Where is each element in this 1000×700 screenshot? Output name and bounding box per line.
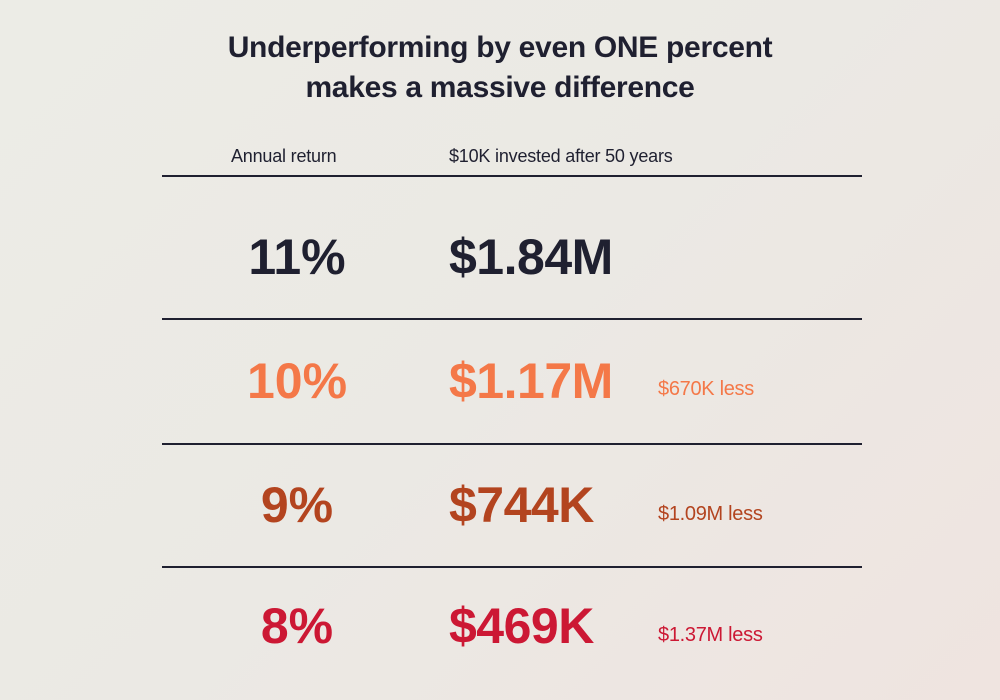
rate: 10% bbox=[246, 353, 348, 409]
rate: 11% bbox=[248, 229, 346, 285]
rate: 9% bbox=[260, 477, 334, 533]
difference: $1.37M less bbox=[658, 624, 763, 646]
rate: 8% bbox=[260, 598, 334, 654]
title-line-1: Underperforming by even ONE percent bbox=[227, 31, 773, 64]
header-divider bbox=[162, 175, 862, 177]
row-divider bbox=[162, 318, 862, 320]
header-annual-return: Annual return bbox=[231, 146, 337, 166]
amount: $1.84M bbox=[449, 229, 613, 285]
difference: $1.09M less bbox=[658, 503, 763, 525]
amount: $469K bbox=[449, 598, 594, 654]
header-invested: $10K invested after 50 years bbox=[449, 146, 673, 166]
amount: $744K bbox=[449, 477, 594, 533]
title-line-2: makes a massive difference bbox=[305, 71, 695, 104]
row-divider bbox=[162, 566, 862, 568]
page-title: Underperforming by even ONE percent make… bbox=[0, 28, 1000, 108]
amount: $1.17M bbox=[449, 353, 613, 409]
difference: $670K less bbox=[658, 378, 754, 400]
row-divider bbox=[162, 443, 862, 445]
